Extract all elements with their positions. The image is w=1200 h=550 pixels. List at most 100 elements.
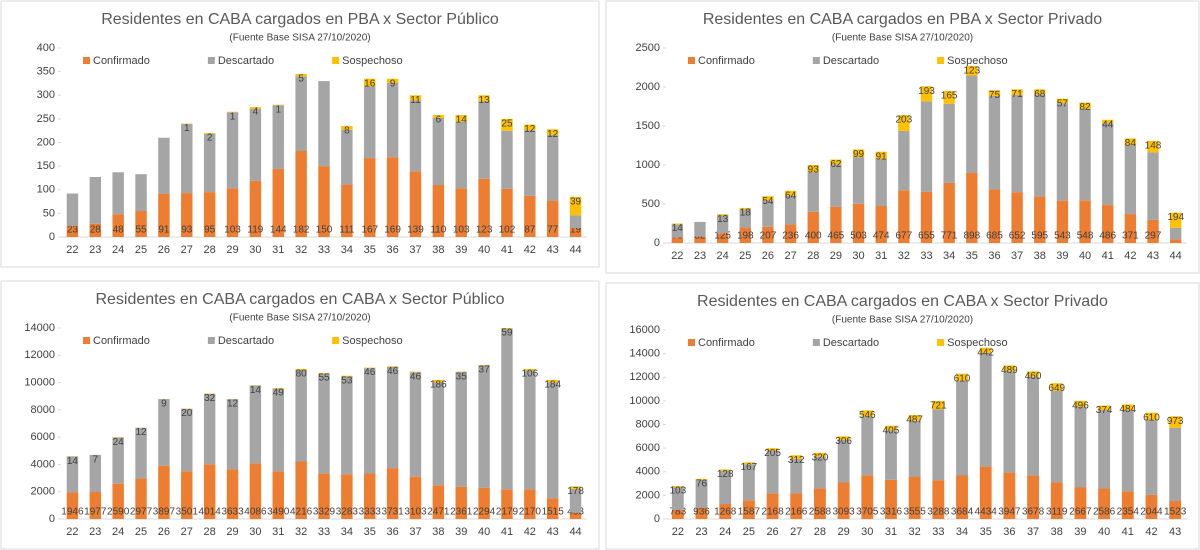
bar-segment <box>716 215 729 234</box>
x-tick-label: 26 <box>158 244 170 256</box>
bar-segment <box>837 436 850 440</box>
data-label: 12 <box>547 129 559 140</box>
data-label: 2166 <box>785 507 808 518</box>
y-tick-label: 300 <box>37 89 55 101</box>
x-tick-label: 35 <box>364 244 376 256</box>
bar-segment <box>1056 98 1069 104</box>
bar-segment <box>966 65 978 76</box>
data-label: 1268 <box>714 507 737 518</box>
x-tick-label: 25 <box>135 526 147 538</box>
legend-swatch <box>812 57 820 64</box>
bar-segment <box>364 78 376 87</box>
bar-segment <box>1027 475 1039 519</box>
x-tick-label: 36 <box>988 250 1000 262</box>
bar-segment <box>386 366 399 469</box>
bar-segment <box>766 450 779 494</box>
bar-segment <box>569 196 582 216</box>
data-label: 93 <box>808 165 820 176</box>
x-tick-label: 39 <box>1074 526 1086 538</box>
bar-segment <box>295 73 307 77</box>
bar-segment <box>181 408 193 472</box>
bar-segment <box>409 372 422 477</box>
data-label: 102 <box>499 225 516 236</box>
bar-segment <box>908 415 921 421</box>
bar-segment <box>249 107 262 109</box>
y-tick-label: 400 <box>37 42 55 54</box>
bar-segment <box>546 382 559 499</box>
data-label: 9 <box>390 78 396 89</box>
x-tick-label: 30 <box>861 526 873 538</box>
bar-segment <box>908 420 921 478</box>
bar-segment <box>695 479 708 508</box>
bar-segment <box>226 399 239 470</box>
data-label: 3678 <box>1022 507 1045 518</box>
bar-segment <box>89 454 102 493</box>
x-tick-label: 44 <box>569 244 581 256</box>
bar-segment <box>203 393 216 465</box>
x-tick-label: 28 <box>204 244 216 256</box>
data-label: 14 <box>456 115 468 126</box>
data-label: 2667 <box>1069 507 1092 518</box>
bar-segment <box>341 376 353 475</box>
bar-segment <box>364 367 376 369</box>
bar-segment <box>341 184 353 237</box>
bar-segment <box>272 105 284 169</box>
data-label: 2 <box>207 133 213 144</box>
data-label: 973 <box>1167 416 1184 427</box>
bar-segment <box>1050 383 1063 391</box>
bar-segment <box>694 221 706 237</box>
bar-segment <box>956 475 968 519</box>
data-label: 39 <box>570 196 582 207</box>
data-label: 3947 <box>998 507 1021 518</box>
legend-swatch <box>332 337 340 344</box>
data-label: 207 <box>760 231 777 242</box>
legend-swatch <box>83 57 90 64</box>
bar-segment <box>409 95 422 101</box>
x-tick-label: 32 <box>909 526 921 538</box>
x-tick-label: 36 <box>386 526 398 538</box>
bar-segment <box>455 115 467 122</box>
data-label: 87 <box>524 225 536 236</box>
y-tick-label: 500 <box>642 198 660 210</box>
data-label: 99 <box>853 149 865 160</box>
data-label: 3633 <box>221 507 244 518</box>
y-tick-label: 0 <box>49 231 55 243</box>
data-label: 548 <box>1077 231 1094 242</box>
bar-segment <box>920 191 933 243</box>
bar-segment <box>861 416 874 476</box>
bar-segment <box>295 76 307 152</box>
data-label: 110 <box>430 225 446 236</box>
bar-segment <box>1170 212 1182 228</box>
bar-segment <box>386 78 399 83</box>
bar-segment <box>569 512 582 519</box>
bar-segment <box>943 182 955 243</box>
bar-segment <box>66 492 79 519</box>
legend-label: Confirmado <box>698 337 755 349</box>
bar-segment <box>364 473 376 519</box>
bar-segment <box>1079 108 1091 201</box>
data-label: 53 <box>341 375 353 386</box>
bar-segment <box>719 470 732 505</box>
bar-segment <box>524 489 536 519</box>
bar-segment <box>898 190 910 243</box>
bar-segment <box>1098 410 1111 489</box>
data-label: 1515 <box>542 507 565 518</box>
y-tick-label: 0 <box>49 513 55 525</box>
bar-segment <box>66 456 79 493</box>
data-label: 18 <box>740 208 752 219</box>
legend-label: Sospechoso <box>947 55 1008 67</box>
data-label: 103 <box>224 225 241 236</box>
bar-segment <box>1011 89 1023 95</box>
data-label: 169 <box>384 225 401 236</box>
bar-segment <box>409 476 422 519</box>
x-tick-label: 34 <box>341 526 353 538</box>
bar-segment <box>1074 406 1087 488</box>
x-tick-label: 30 <box>249 526 261 538</box>
x-tick-label: 22 <box>66 244 78 256</box>
bar-segment <box>524 370 536 490</box>
bar-segment <box>943 90 955 104</box>
data-label: 405 <box>883 425 900 436</box>
bar-segment <box>898 130 910 191</box>
bar-segment <box>1102 123 1114 206</box>
bar-segment <box>837 439 850 483</box>
